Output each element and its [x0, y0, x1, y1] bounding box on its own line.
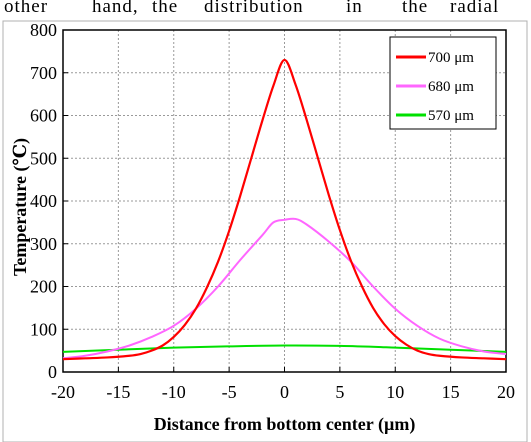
header-word: other [4, 0, 48, 17]
series-line-0 [62, 58, 507, 361]
header-word: hand, [92, 0, 139, 17]
x-tick-label: -20 [51, 382, 75, 402]
series-line-1 [62, 217, 507, 360]
x-tick-label: 15 [442, 382, 460, 402]
series-layer [62, 58, 507, 361]
legend-label: 700 μm [428, 50, 474, 66]
figure-border [2, 20, 528, 442]
y-tick-label: 700 [30, 63, 57, 83]
legend-label: 680 μm [428, 79, 474, 95]
y-tick-label: 400 [30, 191, 57, 211]
legend-label: 570 μm [428, 108, 474, 124]
series-line-2 [62, 344, 507, 353]
y-tick-label: 600 [30, 106, 57, 126]
y-tick-label: 800 [30, 20, 57, 40]
x-tick-label: -5 [222, 382, 237, 402]
cut-off-text-line: other hand, the distribution in the radial [4, 0, 499, 17]
tick-labels: -20 -15 -10 -5 0 5 10 15 20010020030040050060070… [30, 20, 515, 402]
x-axis-title: Distance from bottom center (µm) [154, 414, 416, 435]
y-tick-label: 200 [30, 277, 57, 297]
y-axis-title: Temperature (℃) [10, 138, 31, 276]
header-word: the [402, 0, 428, 17]
x-tick-label: -15 [106, 382, 130, 402]
header-word: distribution [204, 0, 304, 17]
header-word: in [346, 0, 363, 17]
x-tick-label: 0 [280, 382, 289, 402]
x-tick-label: -10 [162, 382, 186, 402]
y-tick-label: 0 [48, 362, 57, 382]
header-word: the [152, 0, 178, 17]
y-tick-label: 100 [30, 319, 57, 339]
y-tick-label: 300 [30, 234, 57, 254]
legend: 700 μm 680 μm 570 μm [389, 36, 497, 130]
y-tick-label: 500 [30, 148, 57, 168]
x-tick-label: 10 [386, 382, 404, 402]
x-tick-label: 5 [335, 382, 344, 402]
header-word: radial [450, 0, 499, 17]
x-tick-label: 20 [497, 382, 515, 402]
